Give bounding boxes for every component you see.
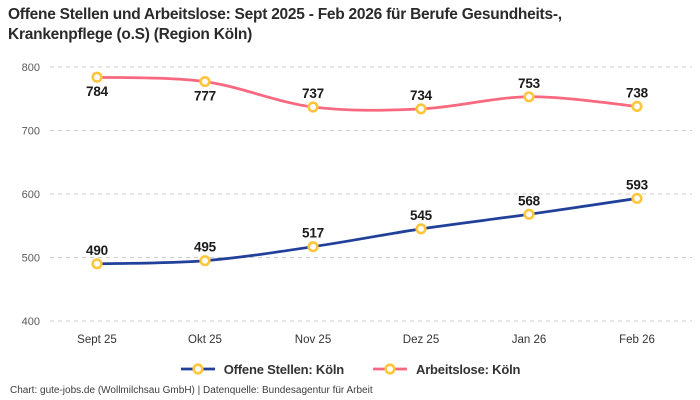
series-line-arbeitslose-k-ln	[95, 75, 639, 112]
value-label-offene-stellen-k-ln-5: 593	[626, 177, 649, 192]
x-label-feb-26: Feb 26	[619, 334, 655, 346]
marker-arbeitslose-k-ln-5	[631, 100, 643, 113]
x-label-jan-26: Jan 26	[512, 334, 547, 346]
y-tick-400: 400	[22, 316, 40, 328]
value-label-arbeitslose-k-ln-0: 784	[86, 84, 109, 99]
attribution: Chart: gute-jobs.de (Wollmilchsau GmbH) …	[10, 385, 373, 396]
value-label-arbeitslose-k-ln-1: 777	[194, 89, 216, 104]
x-label-sept-25: Sept 25	[77, 334, 117, 346]
value-label-offene-stellen-k-ln-4: 568	[518, 193, 541, 208]
marker-arbeitslose-k-ln-2	[307, 101, 319, 113]
legend-item-arbeitslose: Arbeitslose: Köln	[372, 362, 520, 377]
y-tick-800: 800	[22, 62, 40, 74]
y-tick-500: 500	[22, 253, 40, 265]
y-tick-700: 700	[22, 126, 40, 138]
marker-offene-stellen-k-ln-1	[199, 255, 211, 267]
marker-offene-stellen-k-ln-2	[307, 241, 319, 253]
legend-label-arbeitslose: Arbeitslose: Köln	[416, 361, 521, 377]
value-label-offene-stellen-k-ln-0: 490	[86, 243, 108, 258]
marker-arbeitslose-k-ln-4	[523, 91, 535, 103]
legend-item-offene-stellen: Offene Stellen: Köln	[180, 362, 344, 377]
marker-arbeitslose-k-ln-1	[199, 75, 211, 88]
value-label-arbeitslose-k-ln-2: 737	[302, 86, 324, 101]
marker-offene-stellen-k-ln-4	[523, 208, 535, 220]
value-label-offene-stellen-k-ln-1: 495	[194, 240, 217, 255]
line-chart: 400 500 600 700 800 Sept 25 Okt 25 Nov 25 Dez 25…	[22, 62, 692, 346]
marker-offene-stellen-k-ln-3	[415, 223, 427, 235]
legend: Offene Stellen: Köln Arbeitslose: Köln	[0, 357, 700, 381]
x-label-dez-25: Dez 25	[403, 334, 439, 346]
legend-swatch-offene-stellen-icon	[180, 363, 215, 375]
marker-arbeitslose-k-ln-0	[91, 71, 103, 83]
value-label-offene-stellen-k-ln-2: 517	[302, 226, 324, 241]
legend-swatch-arbeitslose-icon	[373, 363, 407, 375]
x-label-okt-25: Okt 25	[188, 334, 222, 346]
chart-title: Offene Stellen und Arbeitslose: Sept 202…	[8, 6, 562, 44]
marker-offene-stellen-k-ln-0	[91, 258, 103, 270]
y-tick-600: 600	[22, 189, 40, 201]
x-label-nov-25: Nov 25	[295, 334, 331, 346]
value-label-arbeitslose-k-ln-5: 738	[626, 85, 649, 100]
marker-arbeitslose-k-ln-3	[415, 103, 427, 115]
value-label-arbeitslose-k-ln-3: 734	[410, 88, 433, 103]
marker-offene-stellen-k-ln-5	[631, 192, 643, 204]
legend-label-offene-stellen: Offene Stellen: Köln	[223, 361, 344, 377]
series-line-offene-stellen-k-ln	[95, 197, 639, 266]
value-label-offene-stellen-k-ln-3: 545	[410, 208, 433, 223]
value-label-arbeitslose-k-ln-4: 753	[518, 76, 541, 91]
